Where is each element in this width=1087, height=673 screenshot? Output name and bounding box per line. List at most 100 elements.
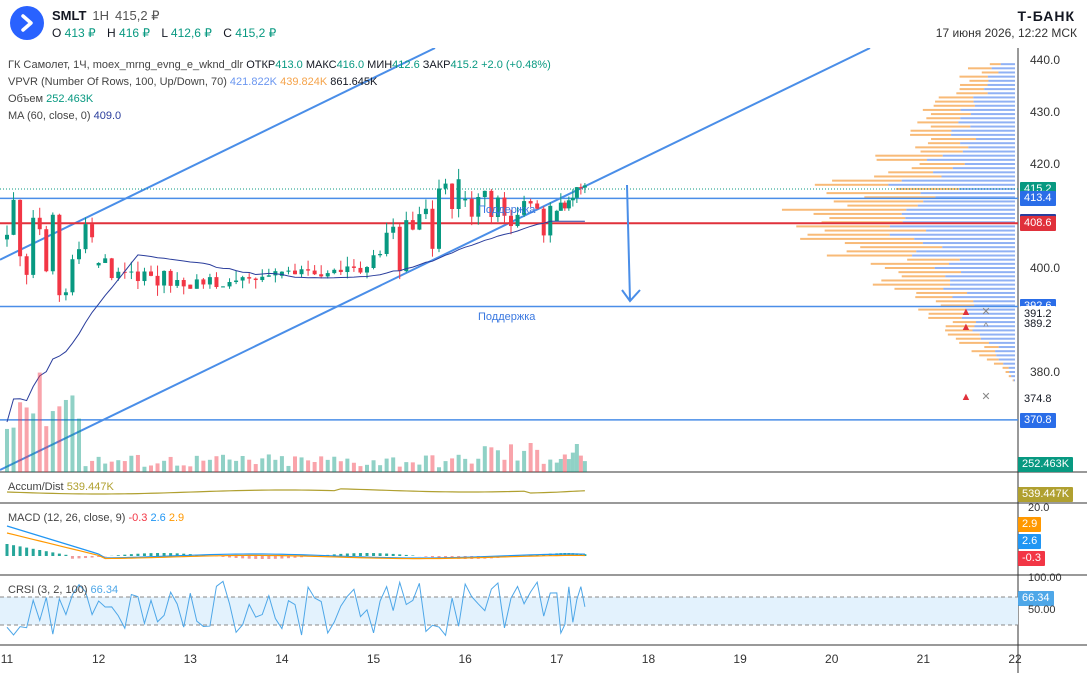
candle-body [37, 217, 42, 230]
legend-crsi[interactable]: CRSI (3, 2, 100) 66.34 [8, 584, 118, 596]
volume-bar [371, 460, 376, 472]
vp-bar-up [926, 229, 1015, 232]
legend-ad[interactable]: Accum/Dist 539.447K [8, 481, 114, 493]
macd-hist-bar [5, 544, 9, 556]
close-icon[interactable]: ✕ [981, 391, 991, 403]
candle-body [319, 274, 324, 277]
volume-bar [109, 461, 114, 472]
macd-axis-top: 20.0 [1028, 502, 1050, 514]
volume-bar [558, 458, 563, 472]
chevron-up-icon[interactable]: ^ [983, 321, 989, 333]
volume-bar [37, 372, 42, 472]
volume-bar [240, 455, 245, 472]
vp-bar-down [844, 242, 923, 245]
vp-bar-down [984, 346, 999, 349]
legend-main[interactable]: ГК Самолет, 1Ч, moex_mrng_evng_e_wknd_dl… [8, 59, 551, 71]
alert-bell-icon[interactable]: ▲ [960, 306, 972, 318]
legend-ma-value: 409.0 [93, 110, 122, 122]
legend-vpvr[interactable]: VPVR (Number Of Rows, 100, Up/Down, 70) … [8, 76, 377, 88]
vp-bar-up [923, 200, 1015, 203]
volume-bar [515, 460, 520, 472]
timeframe[interactable]: 1Н [92, 8, 110, 23]
legend-o-value: 413.0 [275, 59, 303, 71]
macd-hist-bar [332, 554, 336, 556]
alert-bell-icon[interactable]: ▲ [960, 321, 972, 333]
vp-bar-up [902, 221, 1015, 224]
vp-bar-up [973, 300, 1015, 303]
macd-hist-bar [64, 554, 68, 556]
legend-ma[interactable]: MA (60, close, 0) 409.0 [8, 110, 121, 122]
macd-hist-bar [267, 556, 271, 559]
macd-hist-bar [430, 556, 434, 558]
vp-bar-up [960, 142, 1015, 145]
candle-body [476, 197, 481, 217]
volume-bar [135, 454, 140, 472]
candle-body [266, 275, 271, 277]
candle-body [273, 271, 278, 276]
vp-bar-down [1002, 366, 1009, 369]
vp-bar-up [958, 187, 1015, 190]
volume-bar [129, 455, 134, 472]
volume-bar [57, 406, 62, 472]
symbol[interactable]: SMLT [52, 8, 87, 23]
vp-bar-up [988, 79, 1015, 82]
close-icon[interactable]: ✕ [981, 306, 991, 318]
candle-body [122, 271, 127, 273]
vp-bar-down [945, 329, 973, 332]
macd-hist-bar [18, 546, 22, 556]
vp-bar-up [949, 262, 1015, 265]
candle-body [188, 284, 193, 289]
legend-macd[interactable]: MACD (12, 26, close, 9) -0.3 2.6 2.9 [8, 512, 184, 524]
vp-bar-up [1013, 379, 1015, 382]
vp-bar-down [910, 129, 952, 132]
vp-bar-down [1012, 379, 1014, 382]
vp-bar-up [974, 304, 1015, 307]
vp-bar-down [933, 104, 975, 107]
candle-body [194, 279, 199, 289]
vp-bar-down [796, 225, 890, 228]
vp-bar-up [935, 196, 1015, 199]
vp-bar-down [894, 287, 944, 290]
vp-bar-up [941, 175, 1015, 178]
chevron-right-logo-icon[interactable] [10, 6, 44, 40]
vp-bar-down [967, 67, 992, 70]
legend-volume[interactable]: Объем 252.463K [8, 93, 93, 105]
candle-body [286, 270, 291, 272]
x-tick-label: 17 [550, 652, 564, 666]
price-tick: 400.0 [1030, 261, 1060, 275]
candle-body [535, 203, 540, 209]
volume-bar [358, 466, 363, 472]
vp-bar-up [951, 129, 1015, 132]
price-tag: 389.2 [1020, 317, 1056, 333]
volume-bar [181, 465, 186, 472]
chart-canvas[interactable]: 440.0 430.0 420.0 400.0 380.0 11 12 13 14 15 16 17 1… [0, 48, 1087, 673]
vp-bar-down [930, 125, 971, 128]
candle-body [548, 205, 553, 236]
macd-hist-bar [358, 553, 362, 556]
candle-body [325, 273, 330, 277]
x-tick-label: 19 [733, 652, 747, 666]
legend-macd-hist: -0.3 [128, 512, 148, 524]
alert-bell-icon[interactable]: ▲ [960, 391, 972, 403]
vp-bar-down [938, 96, 974, 99]
vp-bar-down [864, 196, 936, 199]
vp-bar-down [959, 88, 985, 91]
macd-hist-bar [90, 556, 94, 558]
vp-bar-up [962, 150, 1015, 153]
candle-body [227, 282, 232, 287]
volume-bar [168, 456, 173, 472]
macd-hist-bar [156, 553, 160, 556]
candle-body [528, 201, 533, 204]
volume-bar [96, 456, 101, 472]
candle-body [582, 185, 587, 188]
macd-hist-bar [116, 555, 120, 556]
vp-bar-up [996, 354, 1015, 357]
macd-hist-bar [175, 553, 179, 556]
candle-body [456, 179, 461, 209]
legend-h-label: МАКС [305, 59, 337, 71]
macd-hist-bar [129, 554, 133, 556]
volume-bar [116, 460, 121, 472]
candle-body [70, 259, 75, 293]
macd-hist-bar [398, 554, 402, 556]
candle-body [11, 199, 16, 235]
